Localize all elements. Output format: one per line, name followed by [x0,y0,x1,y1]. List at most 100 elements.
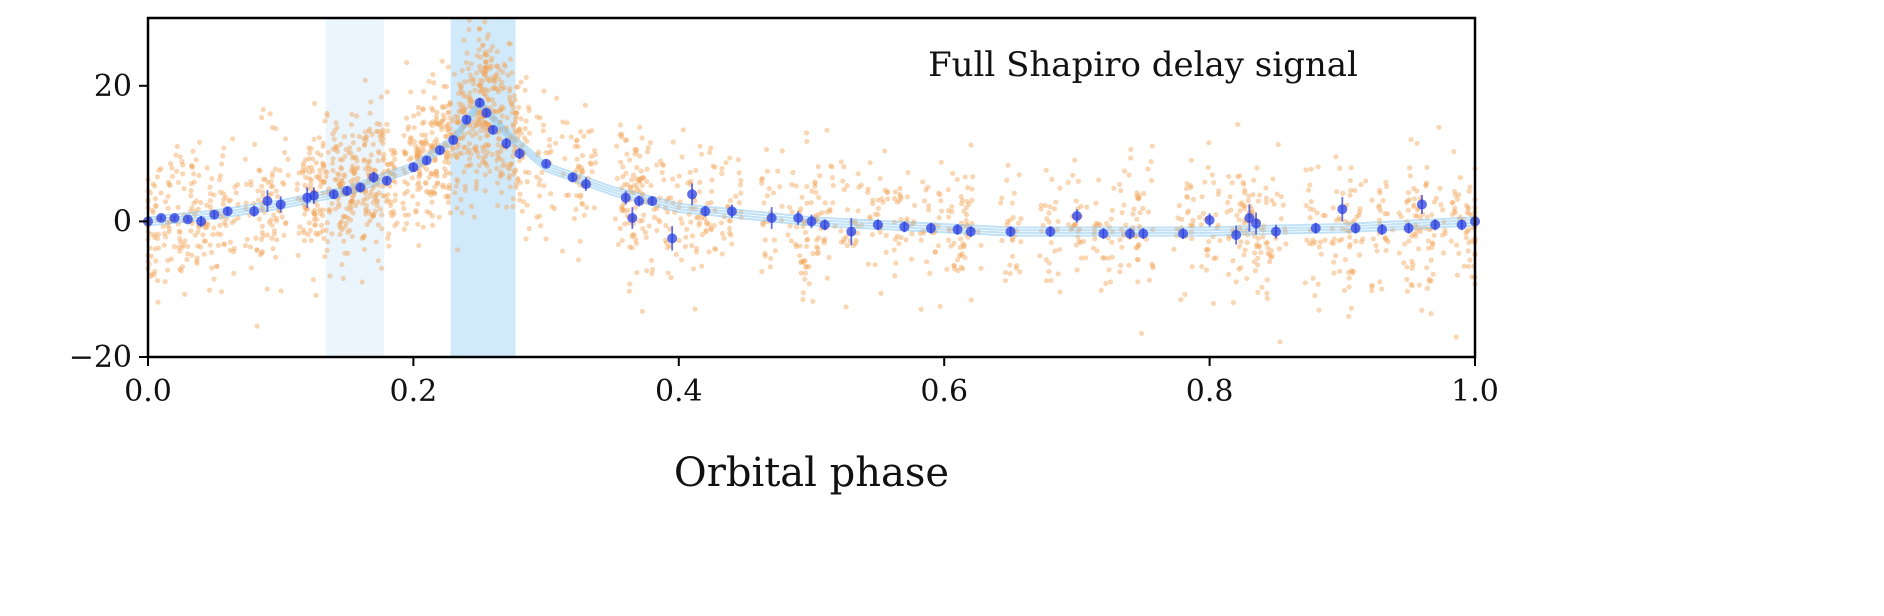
raw-point [242,156,248,162]
raw-point [1347,242,1353,248]
raw-point [1411,202,1417,208]
raw-point [375,222,382,228]
raw-point [892,189,899,195]
raw-point [408,89,414,95]
raw-point [302,204,308,211]
raw-point [464,149,470,155]
raw-point [359,235,365,241]
raw-point [226,198,232,204]
raw-point [349,198,355,204]
raw-point [524,138,530,144]
raw-point [495,86,501,93]
raw-point [1134,190,1140,196]
raw-point [209,176,215,182]
raw-point [999,237,1005,244]
raw-point [366,158,373,164]
raw-point [824,127,830,133]
raw-point [364,221,370,228]
raw-point [1331,259,1337,265]
raw-point [482,120,488,126]
raw-point [459,108,465,114]
raw-point [427,210,433,216]
raw-point [1070,172,1076,178]
raw-point [467,72,473,78]
raw-point [1267,259,1273,265]
raw-point [1149,261,1155,267]
raw-point [473,178,480,185]
raw-point [1423,183,1429,189]
raw-point [512,97,518,103]
raw-point [1357,206,1363,212]
raw-point [870,200,876,207]
raw-point [962,254,968,261]
raw-point [1009,200,1015,206]
raw-point [1452,210,1458,216]
raw-point [476,37,482,43]
raw-point [1080,238,1087,244]
raw-point [800,259,806,265]
raw-point [766,186,772,192]
raw-point [466,26,472,33]
raw-point [454,145,460,151]
raw-point [318,222,325,228]
raw-point [1398,214,1404,220]
raw-point [1187,183,1194,189]
raw-point [805,236,811,242]
raw-point [483,49,489,55]
raw-point [452,151,458,158]
raw-point [336,172,342,178]
raw-point [1305,187,1312,193]
raw-point [466,162,473,168]
raw-point [336,201,342,207]
binned-point [1337,204,1348,215]
raw-point [148,231,154,237]
raw-point [1352,187,1358,194]
raw-point [210,231,216,238]
raw-point [1383,237,1389,243]
binned-point [275,199,286,210]
raw-point [761,200,767,206]
raw-point [211,276,217,282]
raw-point [875,205,882,211]
raw-point [516,157,523,164]
raw-point [461,169,467,175]
raw-point [177,229,183,235]
raw-point [951,263,957,269]
raw-point [630,172,637,178]
raw-point [498,107,504,113]
raw-point [1429,212,1435,218]
raw-point [1463,202,1469,209]
raw-point [1047,204,1053,210]
raw-point [500,163,506,169]
raw-point [771,237,778,243]
binned-point [633,196,644,207]
raw-point [789,209,795,215]
raw-point [434,117,440,123]
raw-point [486,77,492,83]
raw-point [1405,207,1412,213]
raw-point [1464,228,1470,235]
raw-point [433,168,439,174]
raw-point [802,276,808,282]
raw-point [412,143,419,149]
raw-point [875,197,881,203]
raw-point [660,162,666,168]
raw-point [808,200,814,206]
raw-point [1428,278,1434,284]
raw-point [471,77,477,83]
raw-point [815,163,821,170]
raw-point [904,216,910,222]
raw-point [476,120,482,126]
raw-point [637,176,643,182]
raw-point [955,267,961,274]
raw-point [282,136,289,142]
raw-point [344,205,350,212]
raw-point [404,115,410,121]
raw-point [679,154,685,160]
raw-point [803,130,810,136]
raw-point [1414,207,1421,213]
raw-point [768,255,774,262]
raw-point [877,229,883,235]
raw-point [978,242,984,248]
